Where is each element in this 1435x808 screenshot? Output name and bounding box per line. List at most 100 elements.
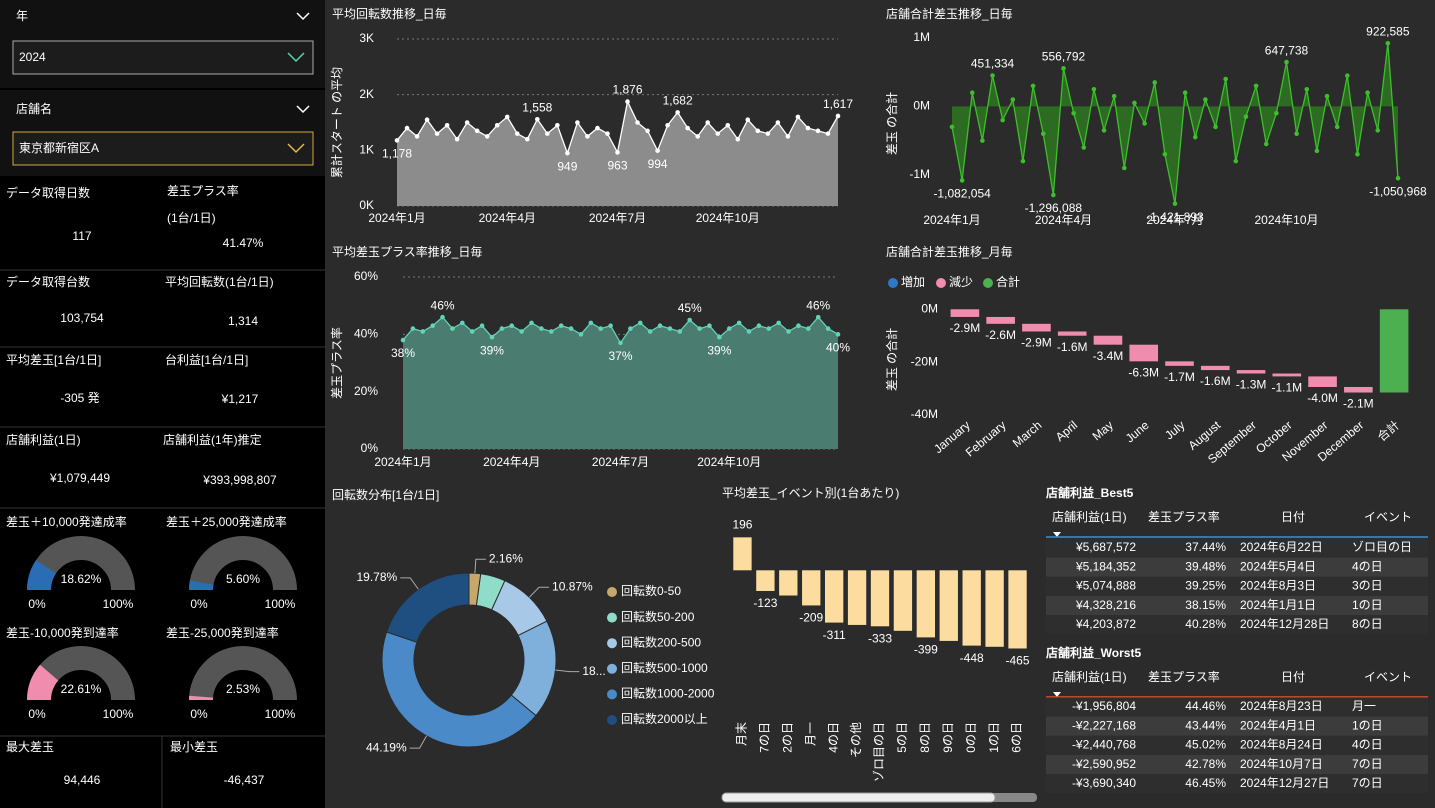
y-tick-label: 1M bbox=[913, 30, 930, 44]
scrollbar-thumb[interactable] bbox=[721, 792, 996, 803]
point bbox=[835, 332, 841, 337]
point bbox=[615, 150, 620, 155]
legend-swatch bbox=[607, 689, 617, 700]
gauge-value-label: 22.61% bbox=[61, 682, 102, 696]
data-label: -209 bbox=[799, 611, 823, 625]
point bbox=[434, 131, 440, 136]
point bbox=[1182, 90, 1188, 96]
gauge-value-label: 5.60% bbox=[226, 572, 260, 586]
table-cell: 46.45% bbox=[1185, 776, 1226, 790]
x-tick-label: 2024年4月 bbox=[483, 455, 540, 469]
legend-label: 回転数50-200 bbox=[621, 609, 695, 624]
table-cell: 7の日 bbox=[1352, 776, 1383, 790]
point bbox=[647, 329, 653, 334]
table-cell: ¥5,184,352 bbox=[1075, 559, 1136, 573]
data-label: -1.1M bbox=[1271, 381, 1302, 395]
data-label: -4.0M bbox=[1307, 391, 1338, 405]
chevron[interactable] bbox=[287, 143, 305, 154]
legend-label: 減少 bbox=[949, 274, 973, 289]
sort-indicator[interactable] bbox=[1053, 532, 1061, 537]
point bbox=[1395, 175, 1401, 181]
chart-title: 平均差玉プラス率推移_日毎 bbox=[332, 244, 482, 259]
data-label: 19.78% bbox=[356, 570, 397, 584]
bar bbox=[1344, 386, 1373, 393]
point bbox=[776, 320, 781, 326]
bar bbox=[939, 570, 958, 641]
table-cell: 3の日 bbox=[1352, 579, 1383, 593]
point bbox=[1385, 40, 1391, 46]
point bbox=[1233, 158, 1239, 164]
year-select[interactable] bbox=[12, 40, 314, 75]
bar bbox=[1236, 370, 1266, 374]
point bbox=[440, 314, 445, 320]
table-row bbox=[1046, 755, 1428, 775]
point bbox=[410, 326, 416, 331]
table-title: 店舗利益_Worst5 bbox=[1046, 645, 1141, 660]
kpi-label: データ取得台数 bbox=[6, 274, 90, 289]
point bbox=[539, 326, 544, 331]
point bbox=[959, 178, 965, 183]
data-label: -2.6M bbox=[985, 328, 1016, 342]
data-label: -123 bbox=[753, 596, 777, 610]
chevron[interactable] bbox=[287, 52, 305, 63]
bar bbox=[870, 570, 890, 627]
store-select[interactable] bbox=[12, 131, 314, 166]
chevron[interactable] bbox=[296, 12, 310, 21]
column-header: 店舗利益(1日) bbox=[1052, 670, 1127, 684]
table-cell: 2024年12月27日 bbox=[1240, 776, 1329, 790]
kpi-value: 41.47% bbox=[223, 236, 264, 250]
bar bbox=[756, 570, 775, 591]
column-header: 差玉プラス率 bbox=[1148, 669, 1220, 684]
point bbox=[1192, 134, 1198, 140]
y-tick-label: -20M bbox=[911, 354, 938, 368]
x-tick-label: 2024年1月 bbox=[923, 213, 980, 227]
extreme-value: -46,437 bbox=[224, 773, 265, 787]
point bbox=[645, 128, 650, 134]
data-label: 196 bbox=[732, 518, 752, 532]
x-tick-label: 2024年4月 bbox=[1035, 213, 1092, 227]
x-tick-label: 5の日 bbox=[895, 722, 909, 753]
sort-indicator[interactable] bbox=[1053, 692, 1061, 697]
bar bbox=[1022, 323, 1051, 332]
table-row bbox=[1046, 615, 1428, 635]
point bbox=[484, 134, 490, 139]
data-label: 451,334 bbox=[971, 57, 1015, 71]
bar bbox=[1308, 376, 1337, 387]
y-tick-label: 40% bbox=[354, 327, 378, 341]
kpi-value: -305 発 bbox=[60, 391, 99, 405]
x-tick-label: 8の日 bbox=[918, 722, 932, 753]
kpi-value: 103,754 bbox=[60, 311, 104, 325]
point bbox=[707, 323, 712, 329]
kpi-label: 台利益[1台/1日] bbox=[165, 352, 248, 367]
point bbox=[529, 320, 534, 326]
table-cell: 40.28% bbox=[1185, 617, 1226, 631]
table-cell: 43.44% bbox=[1185, 718, 1226, 732]
data-label: -465 bbox=[1006, 654, 1030, 668]
point bbox=[585, 134, 590, 139]
chart-title: 平均差玉_イベント別(1台あたり) bbox=[722, 485, 899, 500]
point bbox=[725, 122, 731, 128]
point bbox=[420, 329, 426, 334]
chevron[interactable] bbox=[296, 105, 310, 114]
point bbox=[524, 136, 530, 142]
point bbox=[494, 122, 500, 128]
table-row bbox=[1046, 774, 1428, 794]
gauge-track bbox=[189, 536, 297, 591]
point bbox=[578, 332, 584, 337]
chart-title: 平均回転数推移_日毎 bbox=[332, 6, 447, 21]
x-tick-label: 2024年10月 bbox=[696, 211, 760, 225]
extreme-label: 最大差玉 bbox=[6, 740, 54, 754]
gauge-max-label: 100% bbox=[265, 707, 296, 721]
table-cell: ¥5,074,888 bbox=[1075, 579, 1136, 593]
y-tick-label: 20% bbox=[354, 384, 378, 398]
point bbox=[444, 122, 450, 128]
point bbox=[665, 122, 670, 128]
point bbox=[795, 114, 801, 120]
point bbox=[400, 337, 406, 343]
filter-value: 2024 bbox=[19, 50, 46, 64]
table-row bbox=[1046, 596, 1428, 616]
table-cell: 39.48% bbox=[1185, 559, 1226, 573]
gauge-value bbox=[27, 560, 57, 591]
column-header: イベント bbox=[1364, 670, 1412, 684]
x-tick-label: 月末 bbox=[735, 722, 749, 746]
